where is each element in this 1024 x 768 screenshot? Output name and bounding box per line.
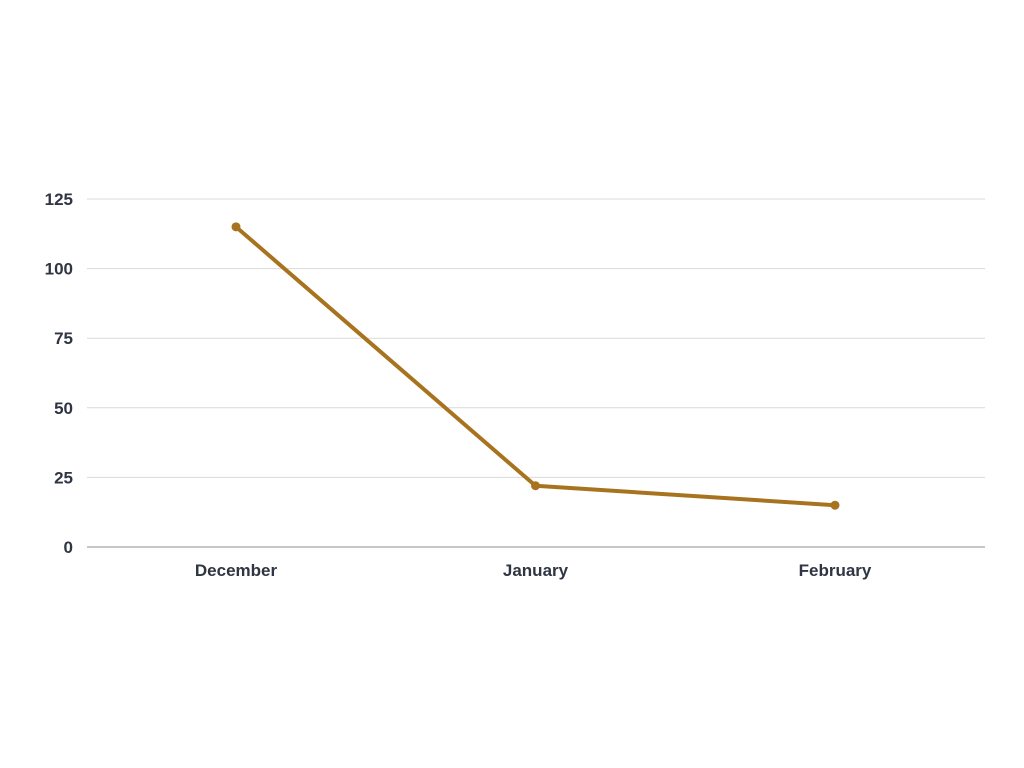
- x-tick-label: February: [799, 561, 872, 580]
- y-tick-label: 50: [54, 399, 73, 418]
- y-tick-label: 25: [54, 468, 73, 487]
- data-point: [531, 481, 540, 491]
- gridlines: [87, 198, 985, 478]
- x-axis-tick-labels: December January February: [195, 561, 872, 580]
- y-tick-label: 0: [64, 538, 73, 557]
- y-tick-label: 75: [54, 329, 73, 348]
- y-tick-label: 100: [45, 260, 73, 279]
- x-tick-label: December: [195, 561, 278, 580]
- y-axis-tick-labels: 0 25 50 75 100 125: [45, 190, 73, 557]
- x-tick-label: January: [503, 561, 569, 580]
- y-tick-label: 125: [45, 190, 73, 209]
- series-layer: [231, 222, 840, 510]
- data-point: [830, 500, 840, 510]
- data-point: [231, 222, 241, 232]
